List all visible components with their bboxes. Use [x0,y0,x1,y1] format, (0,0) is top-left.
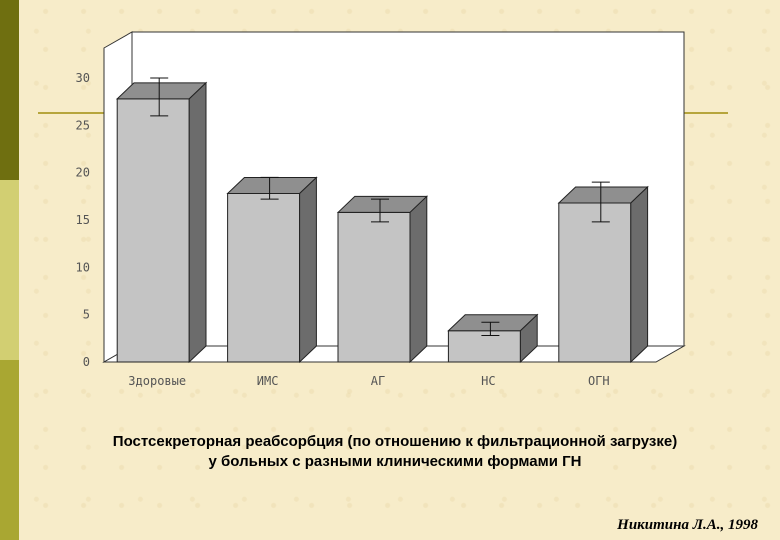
y-tick-label: 30 [76,71,90,85]
author-credit: Никитина Л.А., 1998 [617,517,758,533]
x-tick-label: ОГН [588,374,610,388]
caption-line-2: у больных с разными клиническими формами… [208,453,582,470]
bar-side [409,195,428,364]
bar-front [116,98,190,363]
bar-side [299,176,317,364]
y-tick-label: 15 [76,213,90,227]
x-tick-label: ИМС [257,374,279,388]
bar-front [558,202,632,363]
caption-line-1: Постсекреторная реабсорбция (по отношени… [112,433,678,450]
bar-front [337,211,411,363]
x-tick-label: НС [481,374,495,388]
bar-side [188,81,207,364]
x-tick-label: АГ [371,374,385,388]
side-bar-middle [0,180,19,360]
chart-caption: Постсекреторная реабсорбция (по отношени… [40,432,750,472]
y-tick-label: 25 [76,118,90,132]
x-tick-label: Здоровые [128,374,186,388]
side-bar-top [0,0,19,180]
y-tick-label: 20 [76,166,90,180]
bar-side [630,185,649,364]
bar-front [227,192,301,363]
y-tick-label: 10 [76,260,90,274]
side-bar-bottom [0,360,19,540]
bar-chart: 0 5 10 15 20 25 30 Здоровые ИМС АГ НС ОГН [76,31,686,388]
y-tick-label: 0 [83,355,90,369]
bar-side [519,313,538,364]
y-tick-label: 5 [83,308,90,322]
